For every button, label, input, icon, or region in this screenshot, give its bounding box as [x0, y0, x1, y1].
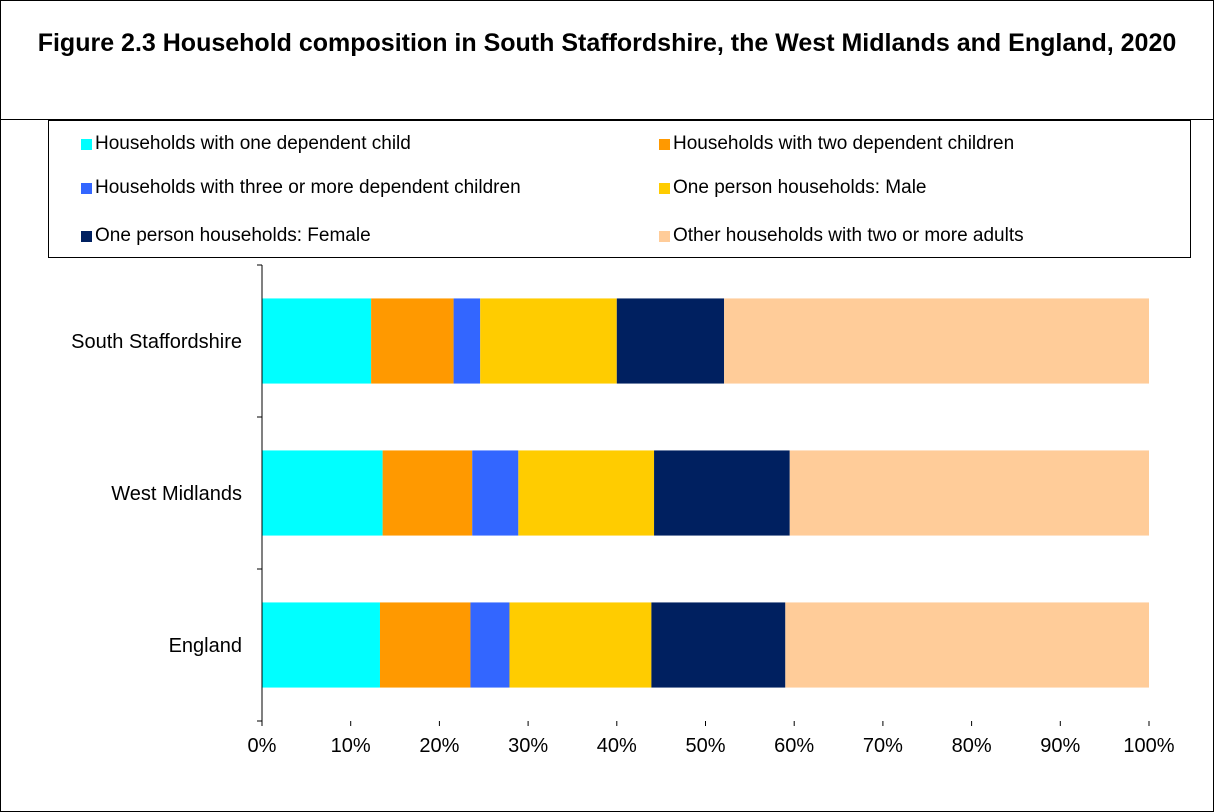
bar-segment [654, 450, 790, 536]
legend-label: Households with two dependent children [673, 133, 1015, 154]
x-tick-label: 80% [952, 735, 992, 757]
bar-segment [262, 450, 383, 536]
x-tick-label: 0% [248, 735, 277, 757]
legend-item-one-child: Households with one dependent child [81, 133, 411, 155]
bar-segment [470, 602, 510, 688]
bar-segment [262, 298, 372, 384]
x-tick-label: 70% [863, 735, 903, 757]
x-tick-label: 30% [508, 735, 548, 757]
legend-swatch [659, 138, 670, 150]
bar-segment [472, 450, 519, 536]
bar-segment [382, 450, 473, 536]
bar-segment [785, 602, 1149, 688]
bar-segment [379, 602, 471, 688]
category-label: South Staffordshire [71, 331, 242, 353]
legend-swatch [81, 138, 92, 150]
legend-swatch [81, 230, 92, 242]
x-tick-label: 100% [1123, 735, 1174, 757]
legend-item-one-person-male: One person households: Male [659, 177, 927, 199]
chart-title: Figure 2.3 Household composition in Sout… [37, 29, 1177, 57]
legend-item-other-two-plus-adults: Other households with two or more adults [659, 225, 1024, 247]
x-tick-label: 50% [685, 735, 725, 757]
x-tick-label: 90% [1040, 735, 1080, 757]
legend: Households with one dependent child Hous… [48, 120, 1191, 258]
legend-swatch [659, 182, 670, 194]
bar-segment [724, 298, 1149, 384]
bar-segment [453, 298, 481, 384]
bar-segment [518, 450, 655, 536]
legend-label: One person households: Female [95, 225, 371, 246]
x-tick-label: 60% [774, 735, 814, 757]
category-label: West Midlands [111, 483, 242, 505]
bar-segment [371, 298, 454, 384]
legend-item-three-plus-children: Households with three or more dependent … [81, 177, 521, 199]
legend-item-two-children: Households with two dependent children [659, 133, 1014, 155]
bar-segment [509, 602, 652, 688]
bar-segment [616, 298, 725, 384]
bar-segment [651, 602, 786, 688]
legend-label: Households with three or more dependent … [95, 177, 521, 198]
legend-label: Households with one dependent child [95, 133, 411, 154]
legend-swatch [659, 230, 670, 242]
legend-label: One person households: Male [673, 177, 927, 198]
legend-label: Other households with two or more adults [673, 225, 1024, 246]
title-box: Figure 2.3 Household composition in Sout… [1, 1, 1213, 120]
x-tick-label: 20% [419, 735, 459, 757]
category-label: England [169, 635, 242, 657]
x-tick-label: 10% [331, 735, 371, 757]
bar-segment [789, 450, 1149, 536]
bar-segment [480, 298, 617, 384]
bar-segment [262, 602, 380, 688]
x-tick-label: 40% [597, 735, 637, 757]
legend-item-one-person-female: One person households: Female [81, 225, 371, 247]
legend-swatch [81, 182, 92, 194]
